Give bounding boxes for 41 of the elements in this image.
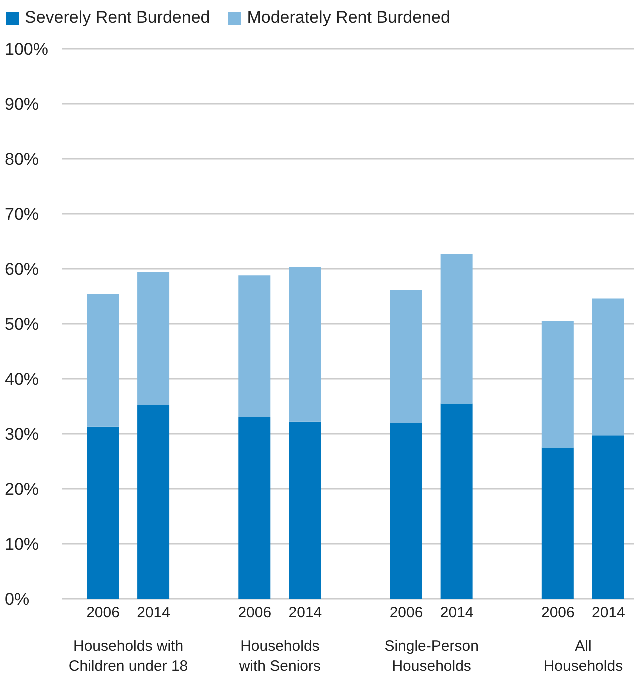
legend-label: Moderately Rent Burdened: [247, 8, 450, 28]
y-tick-label: 50%: [5, 315, 40, 334]
text: Households with Children under 18: [68, 637, 190, 677]
bar: [238, 276, 271, 418]
bar: [238, 418, 271, 599]
bar: [289, 267, 322, 422]
bar: [592, 436, 624, 599]
bar: [289, 422, 322, 599]
y-tick-label: 20%: [5, 480, 40, 499]
text: Single-Person Households: [384, 637, 480, 677]
bar: [542, 321, 574, 448]
x-tick-label: 2014: [440, 604, 474, 622]
y-tick-label: 10%: [5, 535, 40, 554]
bar: [138, 405, 170, 599]
y-tick-label: 70%: [5, 205, 40, 224]
y-tick-label: 80%: [5, 150, 40, 169]
bar: [87, 294, 119, 427]
bar: [542, 448, 574, 599]
y-tick-label: 30%: [5, 425, 40, 444]
x-tick-label: 2014: [137, 604, 171, 622]
y-tick-label: 0%: [5, 590, 30, 609]
x-tick-label: 2006: [238, 604, 272, 622]
bar: [138, 272, 170, 406]
text: All Households: [542, 637, 624, 677]
bar: [87, 426, 119, 599]
y-tick-label: 100%: [5, 40, 48, 59]
y-tick-label: 60%: [5, 260, 40, 279]
bar: [390, 290, 422, 424]
y-tick-label: 40%: [5, 370, 40, 389]
legend-label: Severely Rent Burdened: [25, 8, 210, 28]
bar: [440, 404, 473, 599]
x-tick-label: 2014: [592, 604, 626, 622]
bar: [592, 298, 624, 436]
x-tick-label: 2006: [390, 604, 424, 622]
bar: [390, 424, 422, 599]
x-tick-label: 2014: [288, 604, 322, 622]
x-tick-label: 2006: [86, 604, 120, 622]
x-tick-label: 2006: [541, 604, 575, 622]
bar: [440, 254, 473, 404]
text: Households with Seniors: [238, 637, 322, 677]
y-tick-label: 90%: [5, 95, 40, 114]
